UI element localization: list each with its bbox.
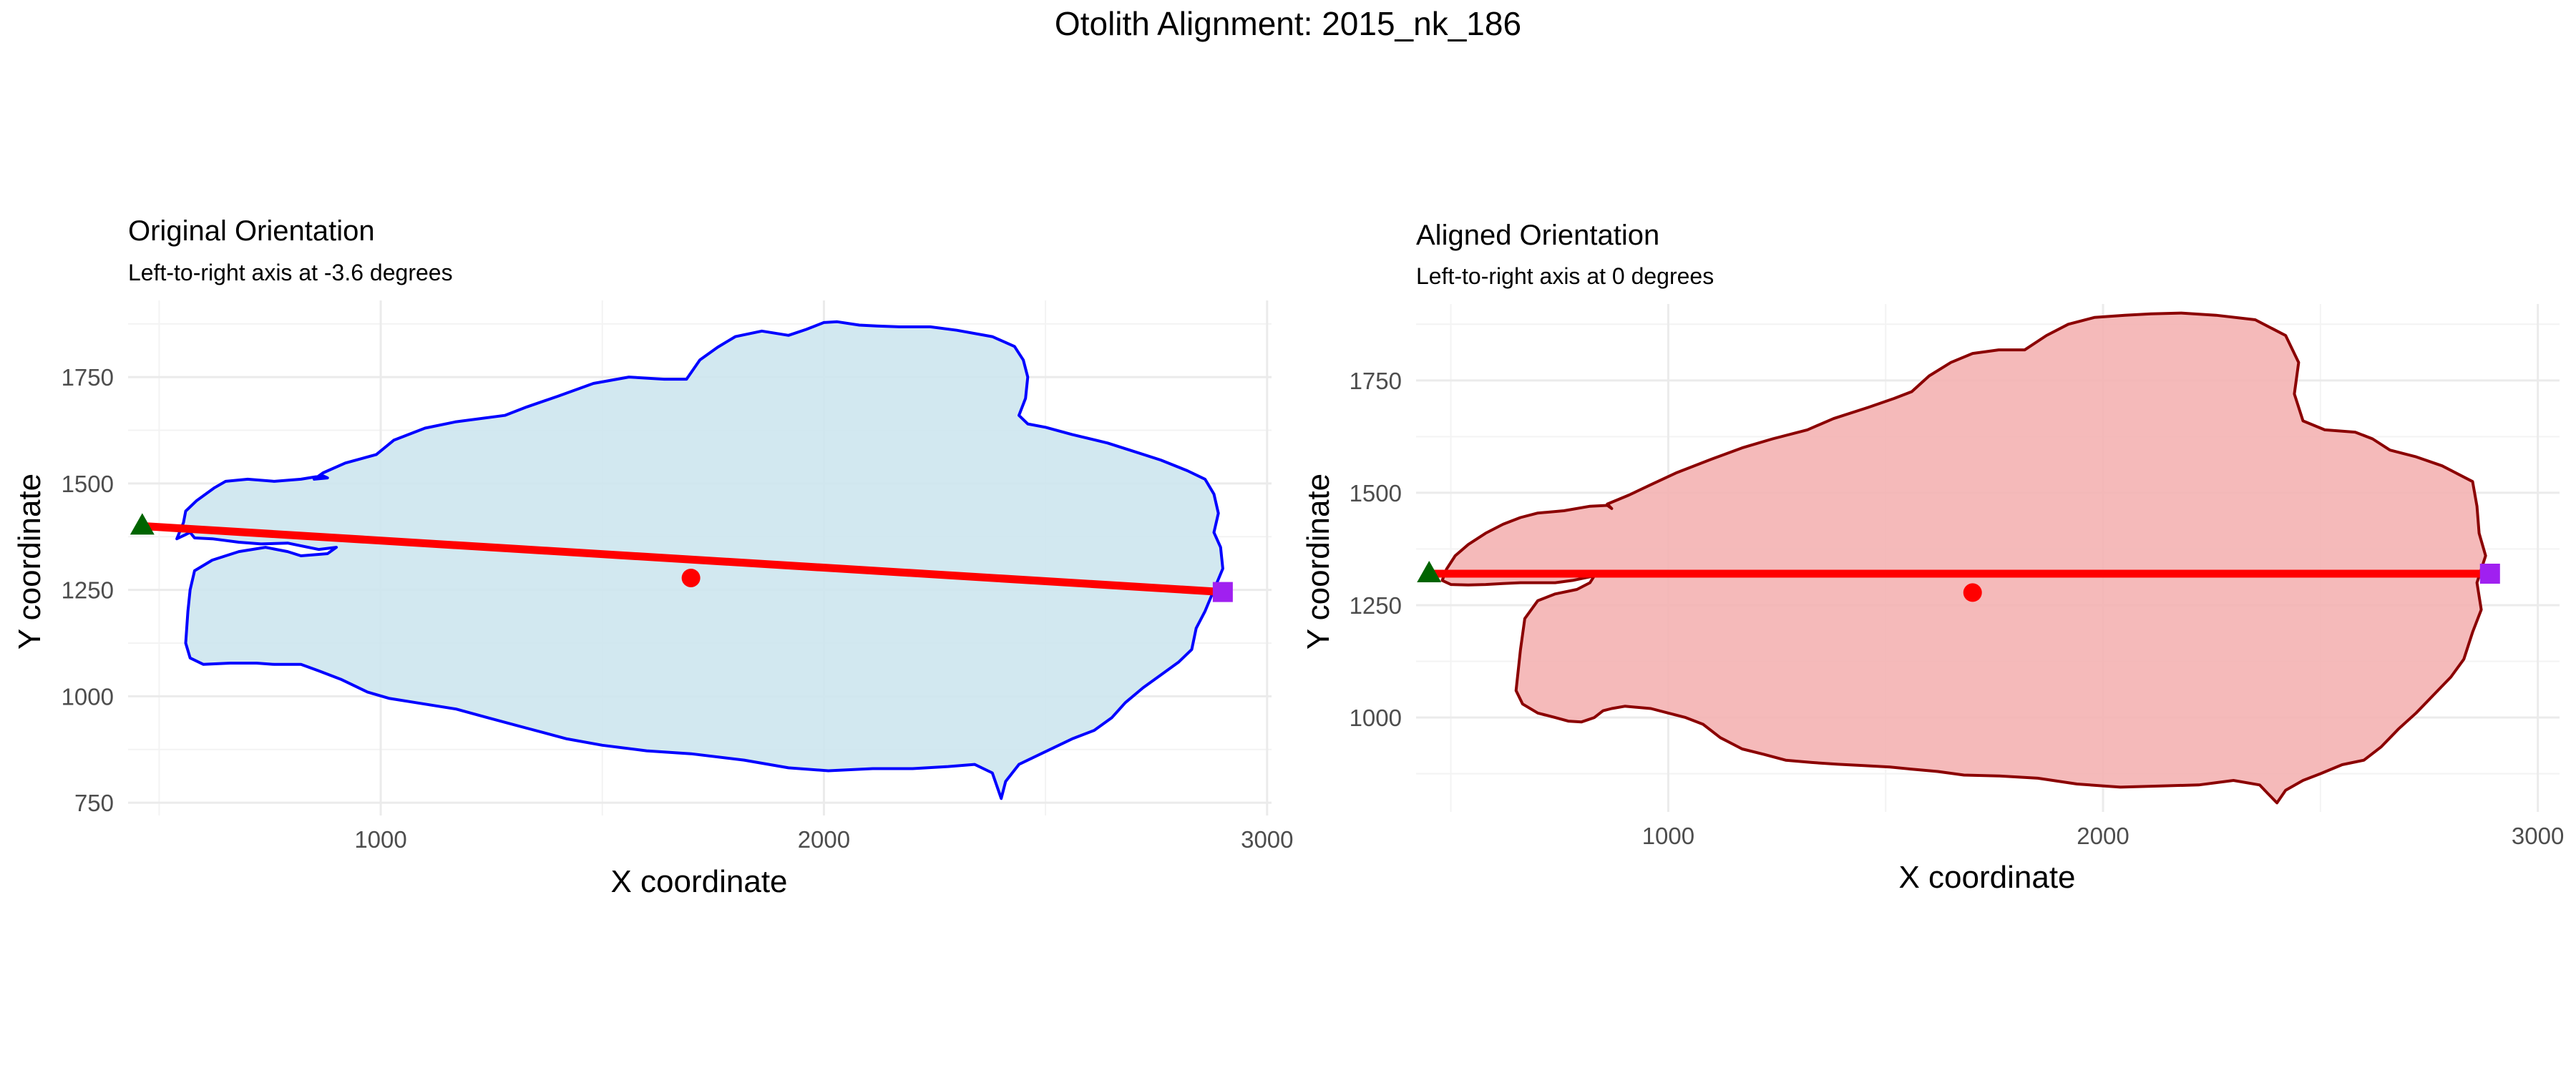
aligned-x-tick-label: 2000 (2077, 823, 2129, 849)
original-axis-line (142, 521, 1224, 597)
aligned-y-tick-label: 1250 (1350, 592, 1402, 619)
original-y-tick-label: 1500 (62, 471, 114, 497)
panel-original-x-axis-title: X coordinate (610, 864, 787, 899)
aligned-end-point (2479, 563, 2500, 584)
aligned-y-tick-label: 1000 (1350, 705, 1402, 731)
panel-aligned-shape-layer (1440, 311, 2487, 805)
panel-original-ticks: 1000 2000 3000 750 1000 1250 1500 1750 (62, 364, 1294, 853)
panel-aligned-y-axis-title: Y coordinate (1301, 474, 1336, 650)
aligned-y-tick-label: 1500 (1350, 480, 1402, 506)
panel-aligned-subtitle: Left-to-right axis at 0 degrees (1416, 263, 1714, 289)
aligned-otolith-outline (1440, 311, 2487, 805)
aligned-x-tick-label: 3000 (2512, 823, 2564, 849)
panel-original-title: Original Orientation (128, 215, 375, 247)
panel-aligned-marks-layer (1417, 560, 2500, 602)
original-end-point (1212, 582, 1233, 602)
figure-title: Otolith Alignment: 2015_nk_186 (1055, 5, 1521, 42)
original-x-tick-label: 1000 (354, 826, 406, 853)
panel-aligned-ticks: 1000 2000 3000 1000 1250 1500 1750 (1350, 368, 2565, 849)
aligned-x-tick-label: 1000 (1642, 823, 1694, 849)
panel-original: Original Orientation Left-to-right axis … (12, 215, 1294, 899)
original-x-tick-label: 2000 (798, 826, 850, 853)
panel-original-marks-layer (130, 513, 1233, 602)
original-x-tick-label: 3000 (1241, 826, 1293, 853)
aligned-start-point (1417, 560, 1442, 582)
original-y-tick-label: 750 (74, 790, 114, 816)
original-start-point (130, 513, 155, 535)
aligned-centroid-point (1963, 583, 1982, 602)
original-y-tick-label: 1250 (62, 577, 114, 604)
aligned-y-tick-label: 1750 (1350, 368, 1402, 394)
panel-original-y-axis-title: Y coordinate (12, 474, 47, 650)
panel-aligned: Aligned Orientation Left-to-right axis a… (1301, 220, 2564, 895)
panel-original-subtitle: Left-to-right axis at -3.6 degrees (128, 260, 453, 285)
panel-aligned-title: Aligned Orientation (1416, 220, 1659, 251)
original-centroid-point (681, 568, 701, 587)
original-y-tick-label: 1000 (62, 683, 114, 710)
panel-aligned-x-axis-title: X coordinate (1898, 860, 2075, 895)
original-y-tick-label: 1750 (62, 364, 114, 391)
